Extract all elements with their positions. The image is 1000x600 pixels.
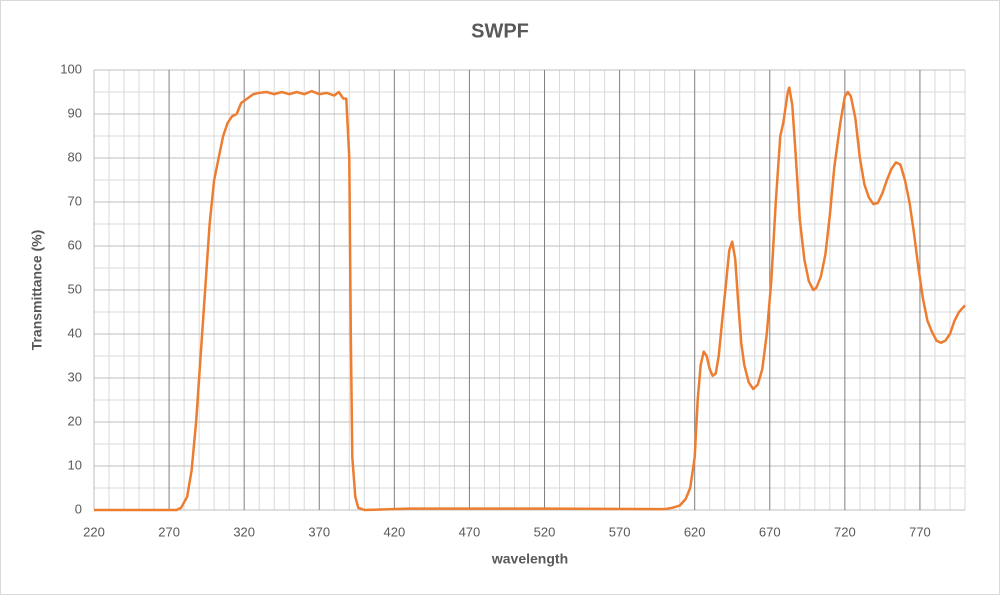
x-tick-label: 320 bbox=[233, 524, 255, 539]
y-tick-label: 90 bbox=[68, 105, 82, 120]
x-tick-label: 570 bbox=[609, 524, 631, 539]
x-tick-label: 220 bbox=[83, 524, 105, 539]
x-tick-label: 620 bbox=[684, 524, 706, 539]
x-tick-label: 670 bbox=[759, 524, 781, 539]
y-tick-label: 100 bbox=[60, 61, 82, 76]
y-tick-label: 0 bbox=[75, 501, 82, 516]
x-tick-label: 720 bbox=[834, 524, 856, 539]
x-tick-label: 370 bbox=[308, 524, 330, 539]
y-tick-label: 10 bbox=[68, 457, 82, 472]
y-tick-label: 50 bbox=[68, 281, 82, 296]
x-tick-label: 420 bbox=[383, 524, 405, 539]
y-tick-label: 30 bbox=[68, 369, 82, 384]
x-tick-label: 770 bbox=[909, 524, 931, 539]
y-tick-label: 80 bbox=[68, 149, 82, 164]
chart-title: SWPF bbox=[471, 20, 529, 42]
x-tick-label: 470 bbox=[459, 524, 481, 539]
x-axis-title: wavelength bbox=[491, 551, 568, 567]
x-tick-label: 270 bbox=[158, 524, 180, 539]
y-tick-label: 60 bbox=[68, 237, 82, 252]
y-axis-title: Transmittance (%) bbox=[29, 230, 45, 351]
plot bbox=[94, 86, 966, 512]
data-line bbox=[94, 86, 966, 512]
y-tick-label: 20 bbox=[68, 413, 82, 428]
x-tick-label: 520 bbox=[534, 524, 556, 539]
y-tick-label: 40 bbox=[68, 325, 82, 340]
grid: 0 10 20 30 40 50 60 70 80 90 100 220 270 320 370 420 470… bbox=[60, 61, 966, 539]
y-tick-label: 70 bbox=[68, 193, 82, 208]
